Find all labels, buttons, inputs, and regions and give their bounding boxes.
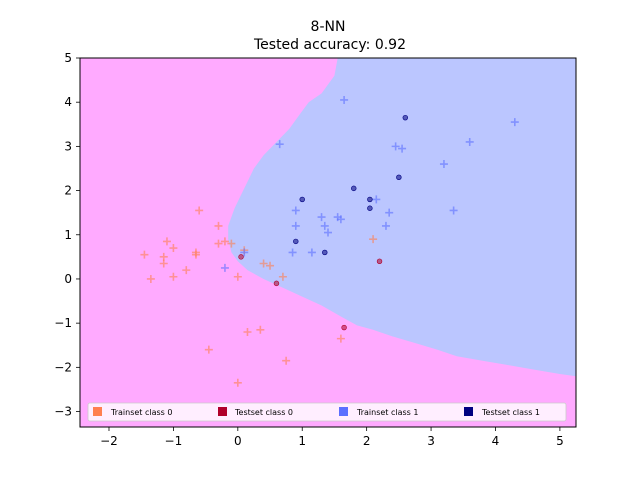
trainset-class-1-point (324, 228, 332, 237)
testset-class-1-point (322, 249, 328, 256)
testset-class-1-point (402, 114, 408, 121)
trainset-class-0-point (233, 272, 242, 281)
y-tick-label: 4 (64, 95, 72, 109)
trainset-class-1-point (398, 144, 407, 153)
trainset-class-0-point (214, 221, 223, 230)
trainset-class-1-point (385, 208, 394, 217)
testset-class-1-point (396, 174, 402, 181)
trainset-class-1-point (220, 263, 229, 272)
legend-label-trainset-class-1: Trainset class 1 (356, 408, 418, 417)
plot-area (79, 57, 577, 428)
trainset-class-1-point (320, 221, 329, 230)
legend-label-testset-class-0: Testset class 0 (234, 408, 293, 417)
trainset-class-1-point (288, 248, 297, 257)
x-tick-label: 0 (234, 434, 242, 448)
x-tick-label: −1 (165, 434, 183, 448)
trainset-class-0-point (140, 250, 149, 259)
testset-class-1-point (367, 196, 373, 203)
points-layer (140, 95, 519, 387)
y-axis: −3 −2 −1 0 1 2 3 4 5 (54, 51, 80, 419)
legend-swatch-testset-class-1 (464, 407, 473, 416)
trainset-class-0-point (146, 274, 155, 283)
trainset-class-0-point (282, 356, 291, 365)
testset-class-1-point (293, 238, 299, 245)
trainset-class-1-point (449, 206, 458, 215)
x-tick-label: 5 (556, 434, 564, 448)
testset-class-0-point (341, 324, 347, 331)
x-tick-label: 4 (492, 434, 500, 448)
testset-class-1-point (367, 205, 373, 211)
x-tick-label: 2 (363, 434, 371, 448)
y-tick-label: −3 (54, 405, 72, 419)
trainset-class-0-point (256, 325, 265, 334)
x-axis: −2 −1 0 1 2 3 4 5 (100, 427, 564, 448)
y-tick-label: 5 (64, 51, 72, 65)
trainset-class-1-point (439, 160, 448, 169)
y-tick-label: −2 (54, 360, 72, 374)
trainset-class-0-point (162, 237, 171, 246)
trainset-class-0-point (182, 266, 191, 275)
trainset-class-1-point (465, 137, 474, 146)
trainset-class-1-point (317, 213, 326, 222)
trainset-class-1-point (291, 206, 300, 215)
trainset-class-1-point (291, 221, 300, 230)
y-tick-label: 0 (64, 272, 72, 286)
testset-class-1-point (299, 196, 305, 203)
class-1-region (228, 58, 576, 377)
trainset-class-0-point (191, 248, 200, 257)
axes-frame (79, 57, 577, 428)
trainset-class-0-point (214, 239, 223, 248)
y-tick-label: 2 (64, 184, 72, 198)
trainset-class-1-point (510, 118, 519, 127)
testset-class-0-point (238, 254, 244, 260)
trainset-class-0-point (195, 206, 204, 215)
trainset-class-1-point (336, 215, 345, 224)
trainset-class-1-point (372, 195, 381, 204)
trainset-class-0-point (159, 252, 168, 261)
trainset-class-0-point (259, 259, 268, 268)
trainset-class-0-point (169, 272, 178, 281)
trainset-class-0-point (243, 327, 252, 336)
trainset-class-0-point (369, 235, 378, 244)
chart-title: 8-NN (311, 19, 346, 35)
trainset-class-1-point (240, 248, 249, 257)
x-tick-label: 3 (427, 434, 435, 448)
trainset-class-0-point (266, 261, 275, 270)
trainset-class-1-point (381, 221, 390, 230)
trainset-class-1-point (391, 142, 400, 151)
trainset-class-0-point (220, 237, 229, 246)
legend-label-trainset-class-0: Trainset class 0 (110, 408, 172, 417)
legend-swatch-trainset-class-1 (339, 407, 348, 416)
legend: Trainset class 0 Testset class 0 Trainse… (87, 402, 567, 422)
trainset-class-0-point (233, 378, 242, 387)
trainset-class-0-point (278, 272, 287, 281)
legend-box (87, 402, 567, 422)
chart-subtitle: Tested accuracy: 0.92 (253, 37, 406, 53)
y-tick-label: 1 (64, 228, 72, 242)
trainset-class-0-point (336, 334, 345, 343)
trainset-class-0-point (204, 345, 213, 354)
x-tick-label: 1 (298, 434, 306, 448)
trainset-class-1-point (307, 248, 316, 257)
legend-swatch-trainset-class-0 (93, 407, 102, 416)
legend-label-testset-class-1: Testset class 1 (481, 408, 540, 417)
y-tick-label: 3 (64, 139, 72, 153)
testset-class-0-point (273, 280, 280, 287)
testset-class-1-point (351, 185, 357, 192)
trainset-class-0-point (169, 244, 178, 253)
trainset-class-1-point (340, 95, 349, 104)
y-tick-label: −1 (54, 316, 72, 330)
trainset-class-1-point (275, 140, 284, 149)
x-tick-label: −2 (100, 434, 118, 448)
testset-class-0-point (376, 258, 383, 264)
legend-swatch-testset-class-0 (218, 407, 227, 416)
trainset-class-0-point (227, 239, 236, 248)
